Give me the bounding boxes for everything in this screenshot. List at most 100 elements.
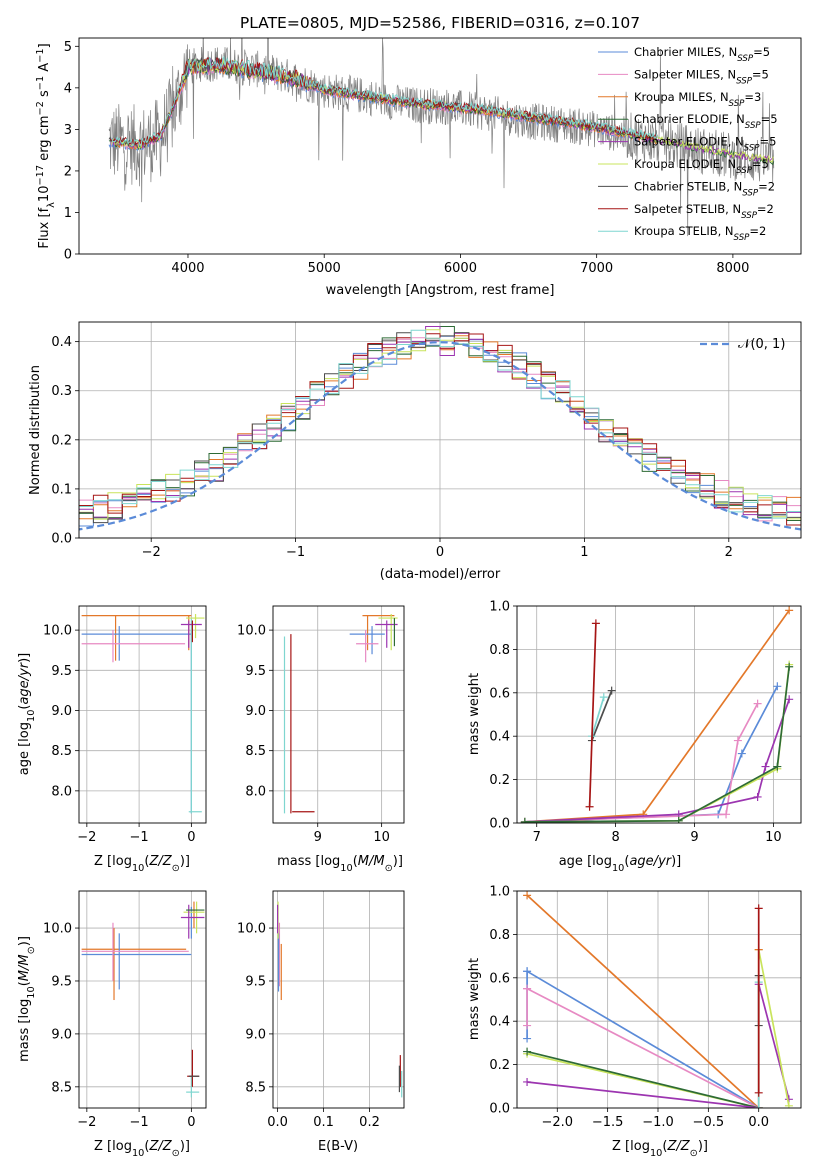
mass-weight-point xyxy=(591,619,600,628)
spectrum-chart-plot-area xyxy=(108,38,775,237)
model-spectrum-line xyxy=(111,55,659,147)
legend-entry: Chabrier STELIB, NSSP=2 xyxy=(634,179,775,198)
weight-z-chart: −2.0 −1.5 −1.0 −0.5 0.0 0.0 0.2 0.4 0.6 0.8 1.0 xyxy=(489,885,802,1130)
mass-weight-point xyxy=(753,699,762,708)
x-tick-label: 0.0 xyxy=(267,1115,288,1130)
y-tick-label: 9.0 xyxy=(245,704,266,719)
y-tick-label: 3 xyxy=(64,123,72,138)
model-spectrum-line xyxy=(108,56,658,148)
mass-weight-line xyxy=(526,894,760,1108)
x-tick-label: −2 xyxy=(77,830,96,845)
age-z-chart-plot-area xyxy=(81,614,205,814)
y-tick-label: 0.4 xyxy=(51,335,72,350)
age-mass-chart: 9 10 8.0 8.5 9.0 9.5 10.0 xyxy=(237,605,405,845)
x-tick-label: 9 xyxy=(690,830,698,845)
mass-weight-point xyxy=(607,686,616,695)
y-tick-label: 0.8 xyxy=(489,928,510,943)
y-tick-label: 8.5 xyxy=(245,1080,266,1095)
weight-z-y-axis-label: mass weight xyxy=(467,958,482,1040)
x-tick-label: 2 xyxy=(725,545,733,560)
y-tick-label: 1.0 xyxy=(489,885,510,900)
y-tick-label: 1.0 xyxy=(489,600,510,615)
x-tick-label: 9 xyxy=(314,830,322,845)
residual-y-axis-label: Normed distribution xyxy=(28,365,43,495)
x-tick-label: 4000 xyxy=(171,261,204,276)
x-tick-label: −1 xyxy=(130,1115,149,1130)
y-tick-label: 0.4 xyxy=(489,1015,510,1030)
mass-weight-line xyxy=(524,609,790,823)
mass-weight-point xyxy=(754,1104,763,1108)
y-tick-label: 10.0 xyxy=(43,922,72,937)
x-tick-label: 0.2 xyxy=(359,1115,380,1130)
legend-entry: Salpeter MILES, NSSP=5 xyxy=(634,67,769,86)
weight-z-chart-plot-area xyxy=(523,891,793,1108)
x-tick-label: −1.0 xyxy=(642,1115,674,1130)
mass-weight-point xyxy=(523,1021,532,1030)
mass-weight-point xyxy=(722,810,731,819)
x-tick-label: −1 xyxy=(130,830,149,845)
mass-weight-point xyxy=(523,1077,532,1086)
figure-title: PLATE=0805, MJD=52586, FIBERID=0316, z=0… xyxy=(240,14,640,32)
mass-weight-point xyxy=(773,682,782,691)
mass-ebv-chart: 0.0 0.1 0.2 8.5 9.0 9.5 10.0 xyxy=(237,890,405,1130)
spectrum-chart: 4000 5000 6000 7000 8000 0 1 2 3 4 5 xyxy=(64,37,802,276)
mass-weight-point xyxy=(585,802,594,811)
mass-weight-line xyxy=(524,703,759,823)
x-tick-label: −0.5 xyxy=(693,1115,725,1130)
y-tick-label: 8.0 xyxy=(245,784,266,799)
mass-weight-point xyxy=(761,762,770,771)
x-tick-label: 0 xyxy=(436,545,444,560)
mass-weight-line xyxy=(591,696,605,737)
residual-x-axis-label: (data-model)/error xyxy=(380,567,501,582)
x-tick-label: 5000 xyxy=(308,261,341,276)
mass-weight-point xyxy=(785,606,794,615)
weight-z-chart-frame xyxy=(516,890,802,1109)
mass-weight-point xyxy=(523,1047,532,1056)
residual-chart: −2 −1 0 1 2 0.0 0.1 0.2 0.3 0.4 xyxy=(51,321,802,560)
y-tick-label: 9.0 xyxy=(51,704,72,719)
y-tick-label: 8.5 xyxy=(51,744,72,759)
weight-z-x-axis-label: Z [log10(Z/Z⊙)] xyxy=(612,1139,708,1159)
spectrum-y-axis-label: Flux [fλ10−17 erg cm−2 s−1 A−1] xyxy=(35,43,57,248)
age-z-x-axis-label: Z [log10(Z/Z⊙)] xyxy=(94,854,190,874)
mass-ebv-chart-plot-area xyxy=(276,901,403,1098)
y-tick-label: 0.4 xyxy=(489,730,510,745)
mass-weight-point xyxy=(520,817,529,823)
residual-chart-plot-area xyxy=(79,326,801,531)
mass-weight-line xyxy=(526,1050,759,1108)
legend-entry: Kroupa STELIB, NSSP=2 xyxy=(634,224,766,243)
mass-weight-point xyxy=(753,792,762,801)
mass-weight-line xyxy=(524,666,791,823)
y-tick-label: 9.0 xyxy=(51,1027,72,1042)
y-tick-label: 0.2 xyxy=(51,433,72,448)
y-tick-label: 0.2 xyxy=(489,1058,510,1073)
weight-age-chart-plot-area xyxy=(520,606,794,823)
mass-weight-line xyxy=(588,623,597,807)
mass-weight-point xyxy=(754,1088,763,1097)
x-tick-label: 1 xyxy=(580,545,588,560)
legend-entry: Kroupa ELODIE, NSSP=5 xyxy=(634,157,769,176)
mass-weight-line xyxy=(591,690,613,741)
weight-age-chart-frame xyxy=(516,605,802,824)
mass-weight-point xyxy=(785,662,794,671)
mass-weight-point xyxy=(523,1034,532,1043)
legend-entry: Salpeter STELIB, NSSP=2 xyxy=(634,202,774,221)
weight-age-y-axis-label: mass weight xyxy=(467,673,482,755)
y-tick-label: 0.3 xyxy=(51,384,72,399)
mass-weight-line xyxy=(526,987,760,1108)
y-tick-label: 9.5 xyxy=(51,974,72,989)
x-tick-label: 0 xyxy=(187,1115,195,1130)
age-mass-chart-plot-area xyxy=(283,614,398,814)
x-tick-label: −1 xyxy=(286,545,305,560)
x-tick-label: 0 xyxy=(187,830,195,845)
y-tick-label: 0.1 xyxy=(51,482,72,497)
mass-z-chart-plot-area xyxy=(81,901,205,1098)
y-tick-label: 9.5 xyxy=(51,664,72,679)
legend-entry: Kroupa MILES, NSSP=3 xyxy=(634,90,761,109)
mass-weight-line xyxy=(527,1081,759,1108)
mass-weight-point xyxy=(674,816,683,823)
mass-weight-point xyxy=(773,762,782,771)
age-z-y-axis-label: age [log10(age/yr)] xyxy=(17,653,37,776)
mass-weight-point xyxy=(523,967,532,976)
y-tick-label: 10.0 xyxy=(237,624,266,639)
